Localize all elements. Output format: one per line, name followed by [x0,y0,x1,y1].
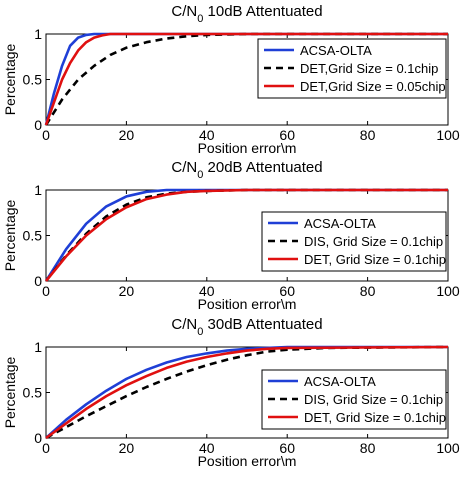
y-tick-label: 0 [34,117,42,133]
x-axis-label: Position error\m [198,140,297,156]
y-tick-label: 0.5 [23,228,43,244]
legend-label-2: DIS, Grid Size = 0.1chip [304,234,443,249]
x-tick-label: 80 [360,127,376,143]
x-tick-label: 60 [279,127,295,143]
y-tick-label: 0 [34,273,42,289]
title-main: C/N [171,316,197,333]
y-axis-label: Percentage [2,199,18,271]
legend-label-1: ACSA-OLTA [304,374,376,389]
y-tick-label: 0.5 [23,72,43,88]
x-axis-label: Position error\m [198,296,297,312]
legend: ACSA-OLTA DET,Grid Size = 0.1chip DET,Grid… [257,38,447,99]
legend-label-1: ACSA-OLTA [300,43,372,58]
x-tick-label: 80 [360,283,376,299]
y-tick-label: 1 [34,339,42,355]
title-main: C/N [171,3,197,20]
series-line-3 [44,32,448,126]
x-tick-label: 40 [199,127,215,143]
legend: ACSA-OLTA DIS, Grid Size = 0.1chip DET, Gr… [261,369,447,430]
x-tick-label: 20 [119,127,135,143]
series-line-2 [45,345,449,440]
legend-label-1: ACSA-OLTA [304,216,376,231]
x-tick-label: 100 [436,440,460,456]
y-axis-label: Percentage [2,356,18,428]
chart-title: C/N0 20dB Attentuated [171,159,322,181]
x-tick-label: 60 [279,283,295,299]
x-tick-label: 100 [436,283,460,299]
title-subscript: 0 [197,13,203,25]
title-subscript: 0 [197,169,203,181]
chart-title: C/N0 10dB Attentuated [171,3,322,25]
y-tick-label: 0 [34,430,42,446]
x-tick-label: 40 [199,440,215,456]
x-tick-label: 100 [436,127,460,143]
legend-label-2: DET,Grid Size = 0.1chip [300,61,438,76]
x-tick-label: 0 [42,127,50,143]
legend-label-3: DET, Grid Size = 0.1chip [304,252,446,267]
title-subscript: 0 [197,326,203,338]
x-tick-label: 0 [42,440,50,456]
title-rest: 10dB Attentuated [203,3,322,20]
x-tick-label: 80 [360,440,376,456]
y-tick-label: 1 [34,26,42,42]
title-rest: 30dB Attentuated [203,316,322,333]
y-tick-label: 1 [34,182,42,198]
series-line-1 [44,188,448,282]
legend-label-3: DET, Grid Size = 0.1chip [304,410,446,425]
x-tick-label: 40 [199,283,215,299]
legend-label-3: DET,Grid Size = 0.05chip [300,79,446,94]
x-tick-label: 0 [42,283,50,299]
x-tick-label: 60 [279,440,295,456]
x-tick-label: 20 [119,440,135,456]
series-line-3 [45,345,449,440]
y-axis-label: Percentage [2,43,18,115]
x-axis-label: Position error\m [198,453,297,469]
title-main: C/N [171,159,197,176]
legend: ACSA-OLTA DIS, Grid Size = 0.1chip DET, Gr… [261,211,447,272]
chart-title: C/N0 30dB Attentuated [171,316,322,338]
y-tick-label: 0.5 [23,385,43,401]
series-line-3 [44,188,448,282]
x-tick-label: 20 [119,283,135,299]
legend-label-2: DIS, Grid Size = 0.1chip [304,392,443,407]
series-line-2 [44,32,448,126]
title-rest: 20dB Attentuated [203,159,322,176]
